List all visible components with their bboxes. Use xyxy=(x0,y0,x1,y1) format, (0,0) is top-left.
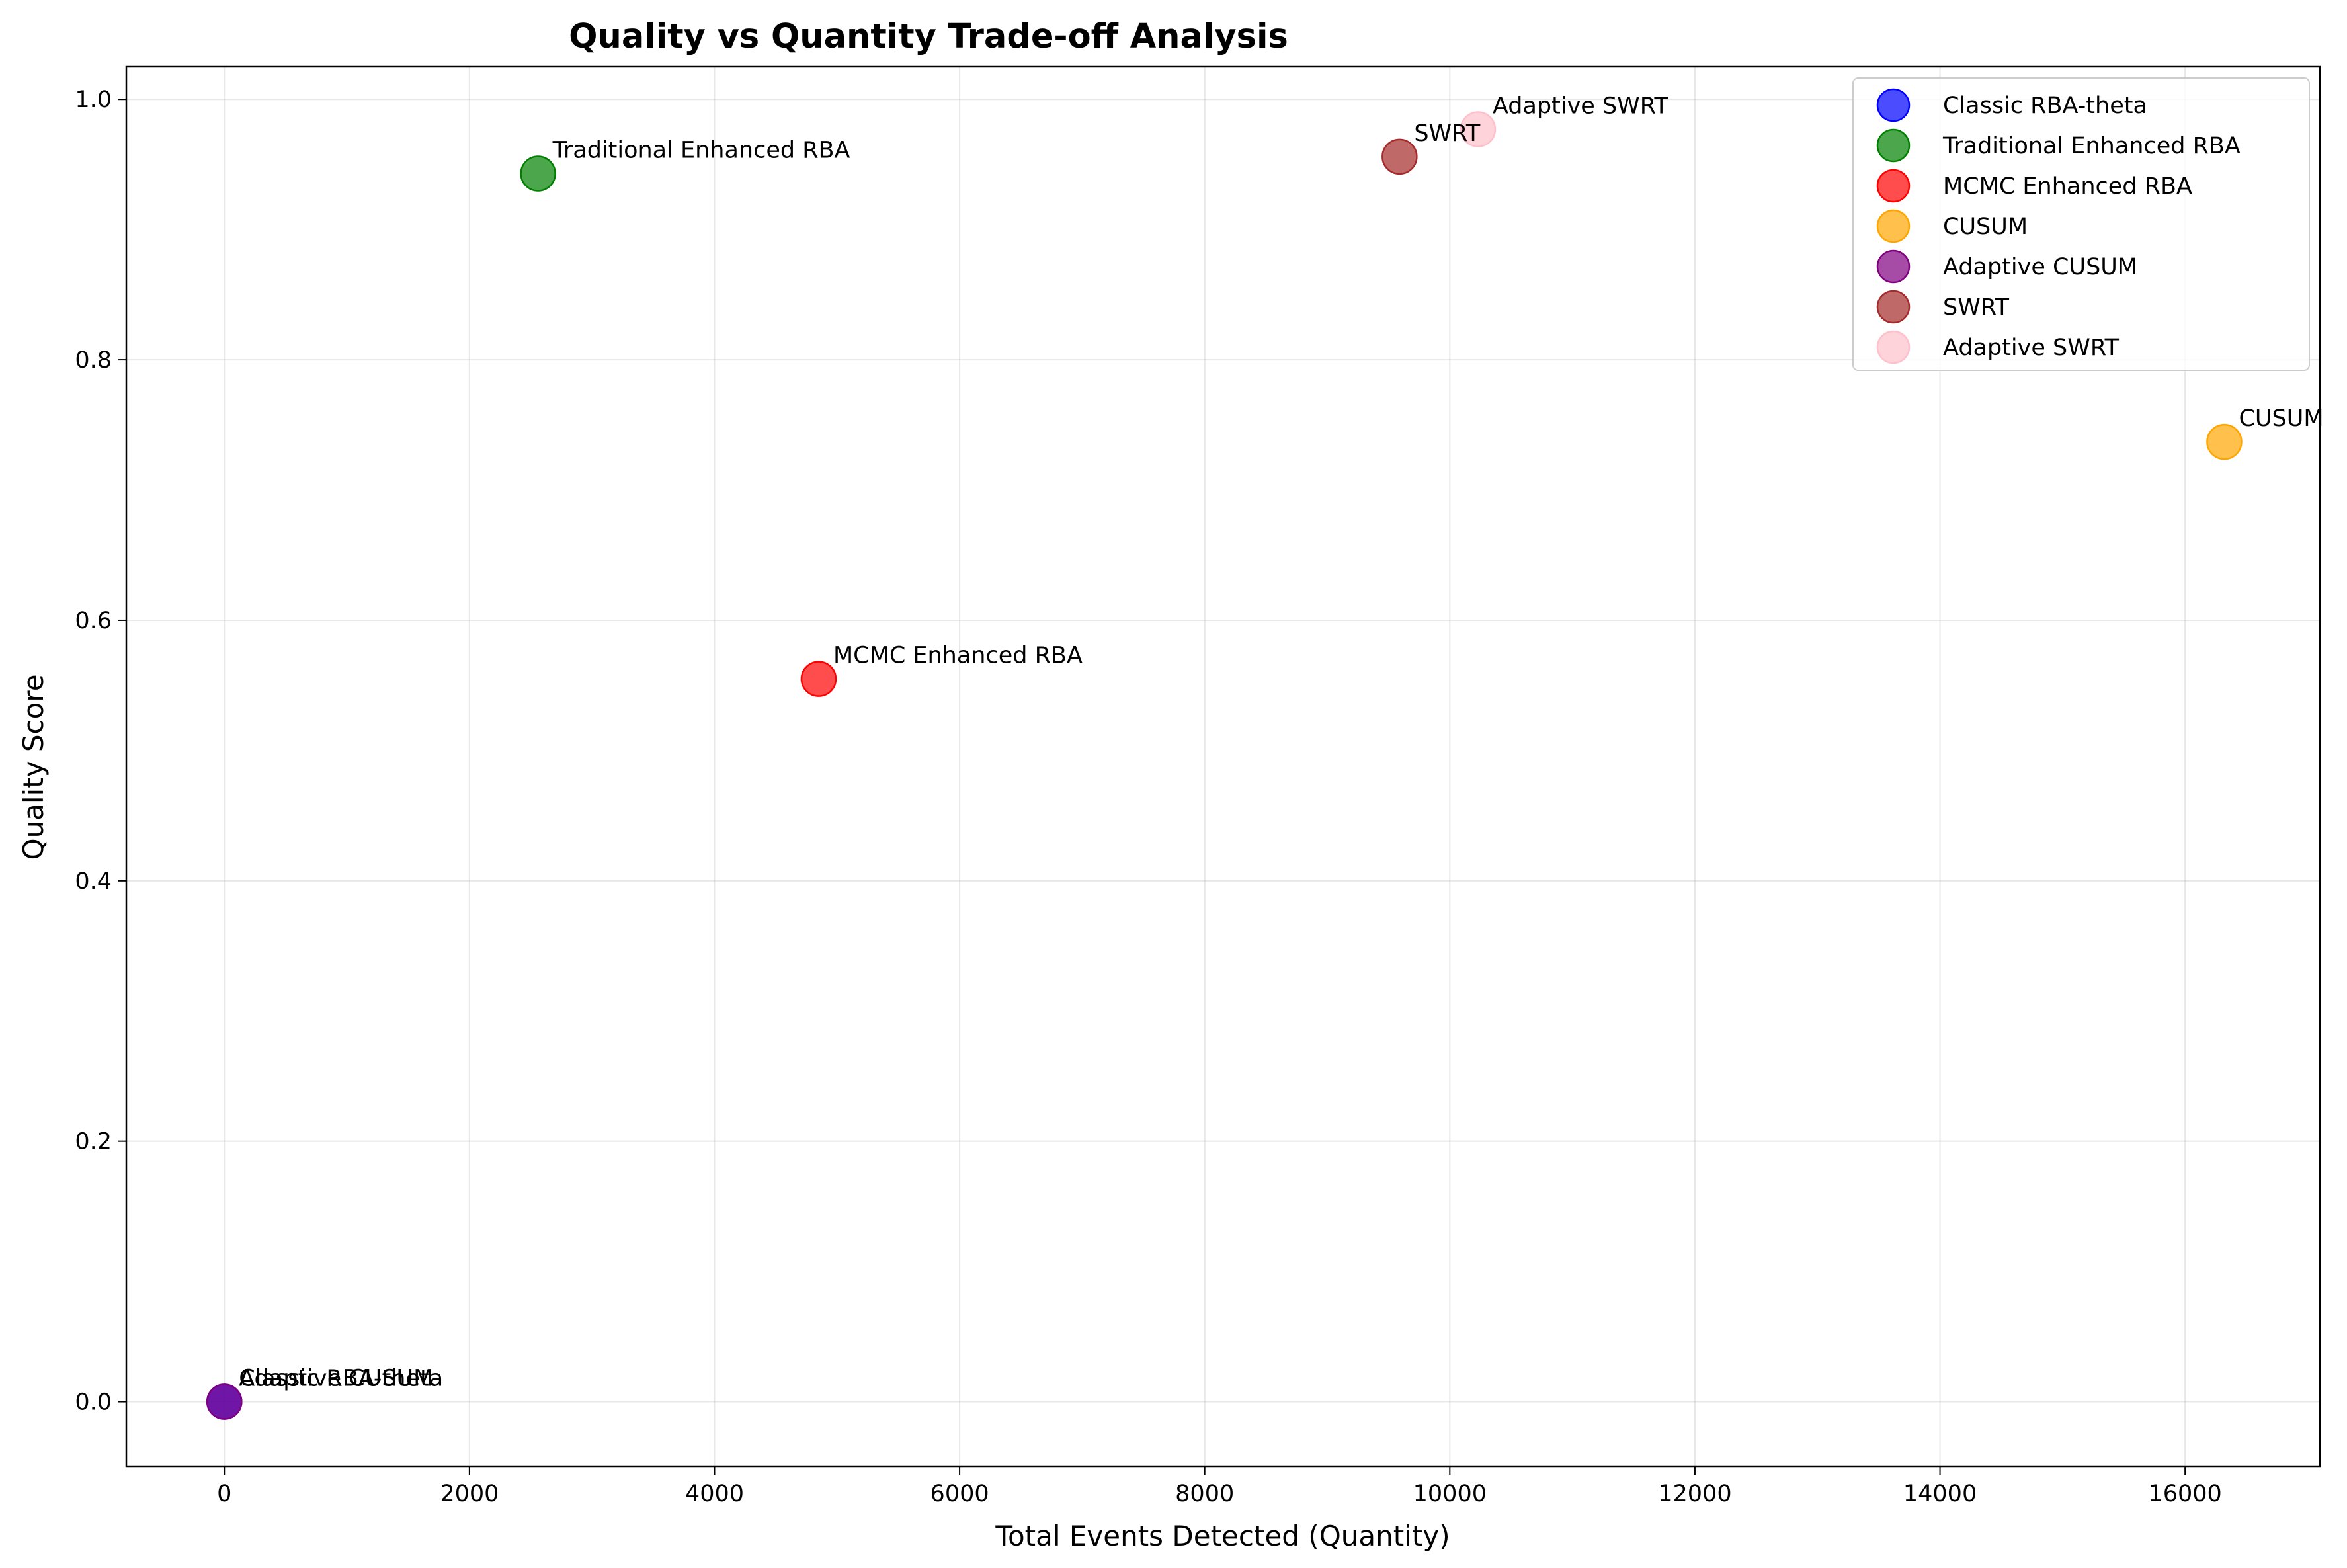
y-axis-label: Quality Score xyxy=(17,674,50,860)
data-point xyxy=(520,155,556,192)
point-label: Adaptive CUSUM xyxy=(239,1366,433,1392)
x-tick-label: 4000 xyxy=(685,1481,744,1507)
legend-entry: Traditional Enhanced RBA xyxy=(1942,133,2241,159)
point-labels: Classic RBA-theta Traditional Enhanced RB… xyxy=(239,93,2323,1392)
legend-entry: Classic RBA-theta xyxy=(1943,93,2147,119)
y-tick-label: 0.6 xyxy=(75,608,112,634)
x-axis-label: Total Events Detected (Quantity) xyxy=(995,1520,1450,1552)
point-label: Adaptive SWRT xyxy=(1493,93,1669,120)
legend-entry: CUSUM xyxy=(1943,214,2028,240)
legend-marker xyxy=(1876,290,1911,324)
x-tick-label: 6000 xyxy=(930,1481,989,1507)
legend-marker xyxy=(1876,128,1911,163)
y-tick-label: 0.8 xyxy=(75,347,112,374)
point-label: Traditional Enhanced RBA xyxy=(552,137,850,163)
y-tick-label: 0.2 xyxy=(75,1129,112,1155)
legend-box xyxy=(1852,77,2310,371)
legend-entry: MCMC Enhanced RBA xyxy=(1943,173,2192,200)
legend-entry: Adaptive CUSUM xyxy=(1943,254,2137,280)
legend-entry: SWRT xyxy=(1943,294,2010,321)
legend-marker xyxy=(1876,169,1911,203)
legend: Classic RBA-theta Traditional Enhanced RB… xyxy=(1852,77,2310,371)
x-tick-label: 14000 xyxy=(1903,1481,1977,1507)
x-tick-label: 10000 xyxy=(1413,1481,1487,1507)
data-point xyxy=(1460,111,1497,147)
data-point xyxy=(206,1383,243,1420)
x-tick-label: 12000 xyxy=(1658,1481,1731,1507)
data-point xyxy=(2206,423,2243,460)
point-label: MCMC Enhanced RBA xyxy=(833,643,1083,669)
legend-marker xyxy=(1876,330,1911,364)
data-point xyxy=(800,661,837,697)
data-points xyxy=(206,111,2243,1420)
x-axis-ticks: 0 2000 4000 6000 8000 10000 12000 14000 16000 xyxy=(217,1467,2222,1507)
x-tick-label: 8000 xyxy=(1175,1481,1234,1507)
point-label: Classic RBA-theta xyxy=(239,1366,443,1392)
y-tick-label: 0.0 xyxy=(75,1389,112,1416)
chart-title: Quality vs Quantity Trade-off Analysis xyxy=(569,17,1288,56)
plot-frame xyxy=(125,65,2321,1468)
y-tick-label: 1.0 xyxy=(75,87,112,113)
x-tick-label: 0 xyxy=(217,1481,231,1507)
point-label: SWRT xyxy=(1414,120,1481,147)
x-tick-label: 2000 xyxy=(440,1481,499,1507)
y-axis-ticks: 0.0 0.2 0.4 0.6 0.8 1.0 xyxy=(75,87,126,1416)
legend-marker xyxy=(1876,249,1911,284)
legend-entry: Adaptive SWRT xyxy=(1943,335,2120,361)
x-tick-label: 16000 xyxy=(2148,1481,2221,1507)
legend-marker xyxy=(1876,88,1911,122)
point-label: CUSUM xyxy=(2239,405,2323,432)
y-tick-label: 0.4 xyxy=(75,868,112,895)
data-point xyxy=(1381,138,1418,175)
legend-marker xyxy=(1876,209,1911,243)
